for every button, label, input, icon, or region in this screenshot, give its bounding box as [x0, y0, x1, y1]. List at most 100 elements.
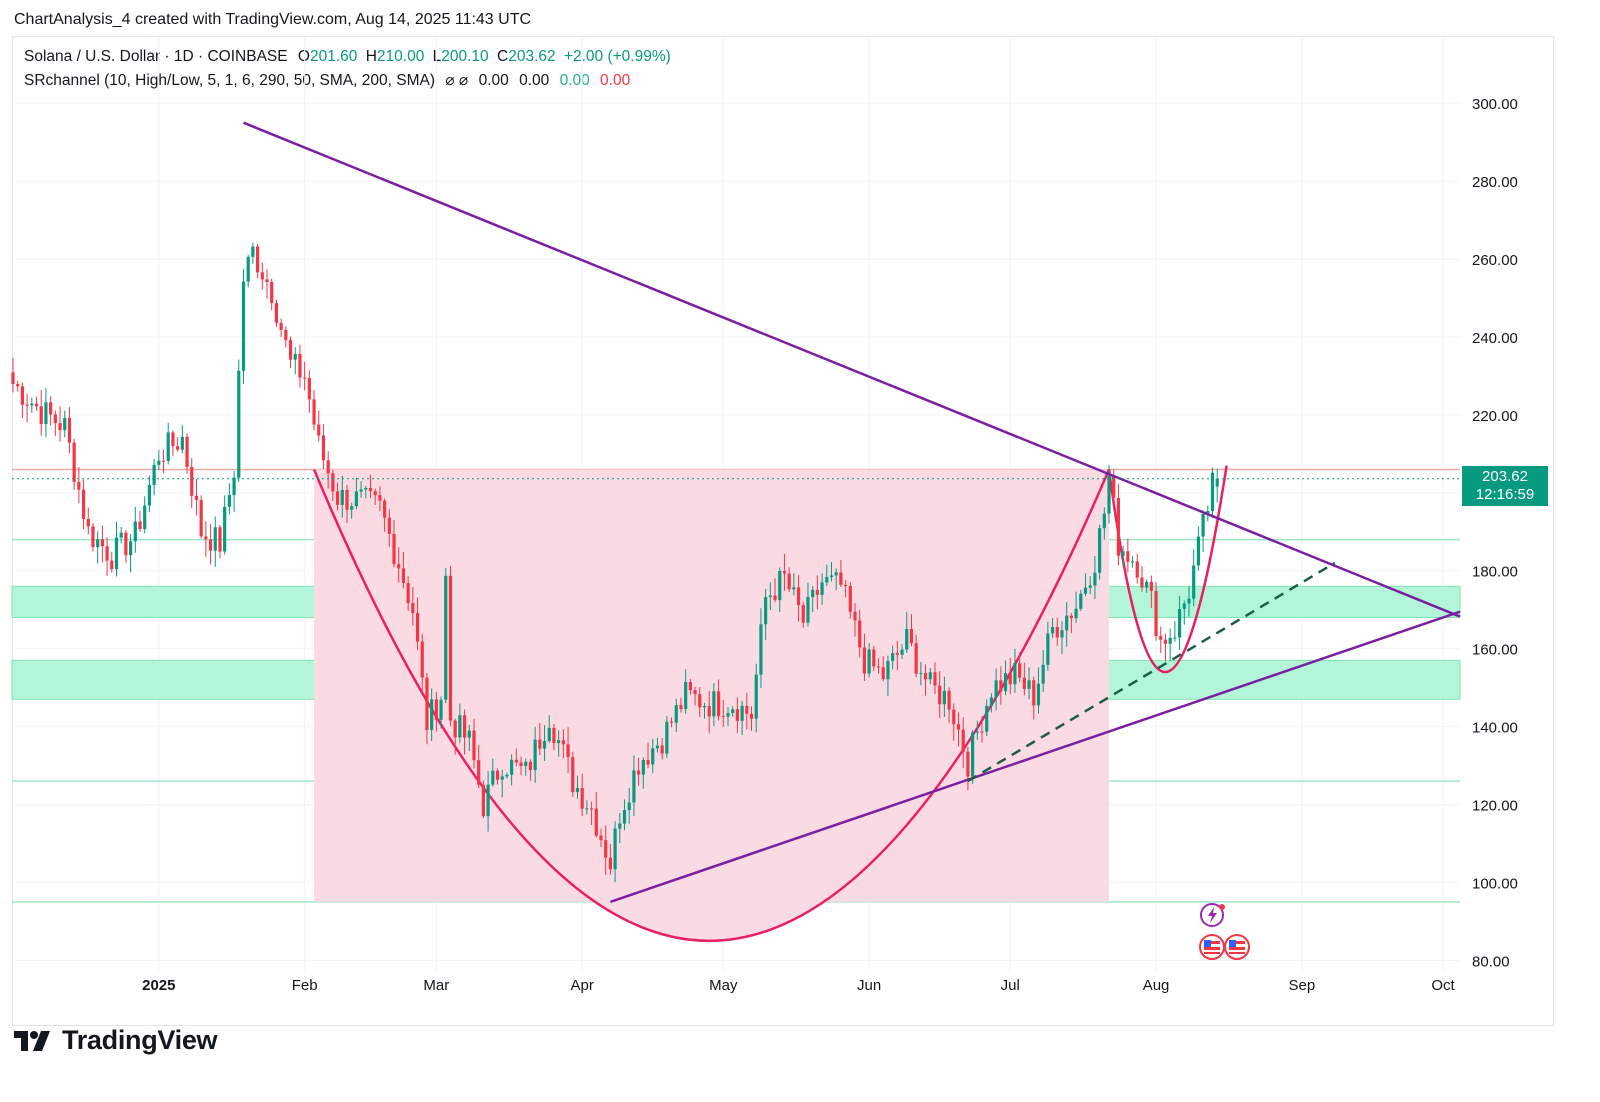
trendline-1	[243, 121, 1461, 618]
candle-body	[702, 706, 707, 708]
candle-body	[44, 402, 48, 425]
candle-body	[77, 481, 81, 490]
indicator-value-2: 0.00	[519, 72, 550, 89]
candle-body	[971, 732, 975, 777]
candle-body	[1107, 475, 1111, 514]
candle-body	[321, 435, 326, 461]
candle-body	[81, 489, 86, 519]
candle-body	[213, 527, 217, 551]
candle-body	[1130, 561, 1135, 563]
candle-body	[519, 762, 523, 766]
candle-body	[1112, 475, 1116, 498]
candle-body	[839, 572, 843, 585]
candle-body	[335, 491, 340, 505]
candle-body	[853, 611, 857, 621]
candle-body	[1022, 677, 1026, 689]
tradingview-logo[interactable]: TradingView	[14, 1025, 218, 1056]
candle-body	[585, 808, 589, 810]
candle-body	[881, 667, 885, 680]
candle-body	[133, 521, 137, 542]
candle-body	[208, 539, 213, 551]
candle-body	[265, 279, 269, 283]
candle-body	[444, 575, 448, 700]
candle-body	[561, 740, 565, 745]
candle-body	[843, 584, 848, 586]
candle-body	[227, 495, 231, 507]
candle-body	[364, 487, 368, 490]
candle-body	[1055, 627, 1059, 638]
candle-body	[999, 680, 1003, 692]
candle-body	[796, 587, 801, 606]
candle-body	[1192, 565, 1196, 599]
y-tick-label: 300.00	[1472, 96, 1518, 113]
candle-body	[829, 575, 834, 578]
close-label: C	[497, 48, 509, 65]
candle-body	[891, 653, 895, 662]
candle-body	[1135, 561, 1139, 578]
candle-body	[759, 624, 763, 675]
candle-body	[575, 788, 580, 793]
candle-body	[406, 582, 410, 603]
candle-body	[128, 541, 133, 556]
indicator-label[interactable]: SRchannel (10, High/Low, 5, 1, 6, 290, 5…	[24, 72, 435, 89]
candle-body	[1215, 478, 1219, 487]
candle-body	[256, 246, 260, 273]
candle-body	[11, 372, 15, 385]
us-economic-events-icon[interactable]	[1198, 933, 1254, 963]
candle-body	[716, 691, 721, 717]
symbol-label[interactable]: Solana / U.S. Dollar · 1D · COINBASE	[24, 48, 288, 65]
candle-body	[773, 595, 777, 601]
candle-body	[1018, 663, 1022, 678]
candle-body	[434, 699, 438, 720]
candle-body	[745, 705, 749, 714]
candle-body	[241, 281, 246, 371]
candle-body	[260, 272, 264, 280]
x-tick-label: Sep	[1289, 977, 1316, 994]
candle-body	[96, 539, 100, 548]
x-axis: 2025 Feb Mar Apr May Jun Jul Aug Sep Oct	[142, 977, 1455, 994]
candle-body	[387, 517, 391, 534]
candle-body	[1149, 581, 1153, 591]
candle-body	[86, 518, 90, 527]
candle-body	[1177, 608, 1182, 638]
candle-body	[867, 649, 871, 674]
candle-body	[1159, 636, 1163, 640]
candle-body	[340, 489, 344, 505]
trendlines	[12, 121, 1461, 904]
candle-body	[467, 730, 471, 738]
candle-body	[618, 823, 622, 829]
candle-body	[524, 761, 528, 766]
candle-body	[274, 303, 279, 323]
y-tick-label: 260.00	[1472, 252, 1518, 269]
candle-body	[674, 705, 678, 723]
candle-body	[919, 672, 923, 674]
candle-body	[580, 788, 584, 809]
candle-body	[204, 536, 208, 540]
candle-body	[1036, 683, 1041, 706]
candle-body	[359, 489, 363, 492]
candle-body	[1041, 664, 1045, 684]
candle-body	[312, 399, 316, 425]
candle-body	[811, 589, 815, 598]
candle-body	[486, 784, 490, 817]
candle-body	[514, 759, 518, 763]
candle-body	[49, 402, 53, 415]
candle-body	[16, 384, 20, 387]
candle-body	[25, 404, 29, 406]
candle-body	[862, 647, 867, 674]
y-tick-label: 240.00	[1472, 330, 1518, 347]
candle-body	[1140, 577, 1144, 588]
candle-body	[632, 770, 636, 803]
candle-body	[199, 499, 203, 537]
candle-body	[1168, 637, 1172, 644]
candle-body	[110, 560, 114, 570]
low-label: L	[432, 48, 442, 65]
candle-body	[39, 406, 43, 425]
x-tick-label: Aug	[1143, 977, 1170, 994]
candle-body	[1065, 615, 1069, 631]
candle-body	[1088, 585, 1092, 588]
candle-body	[180, 436, 184, 450]
x-tick-label: May	[709, 977, 738, 994]
lightning-event-icon[interactable]	[1199, 900, 1229, 930]
